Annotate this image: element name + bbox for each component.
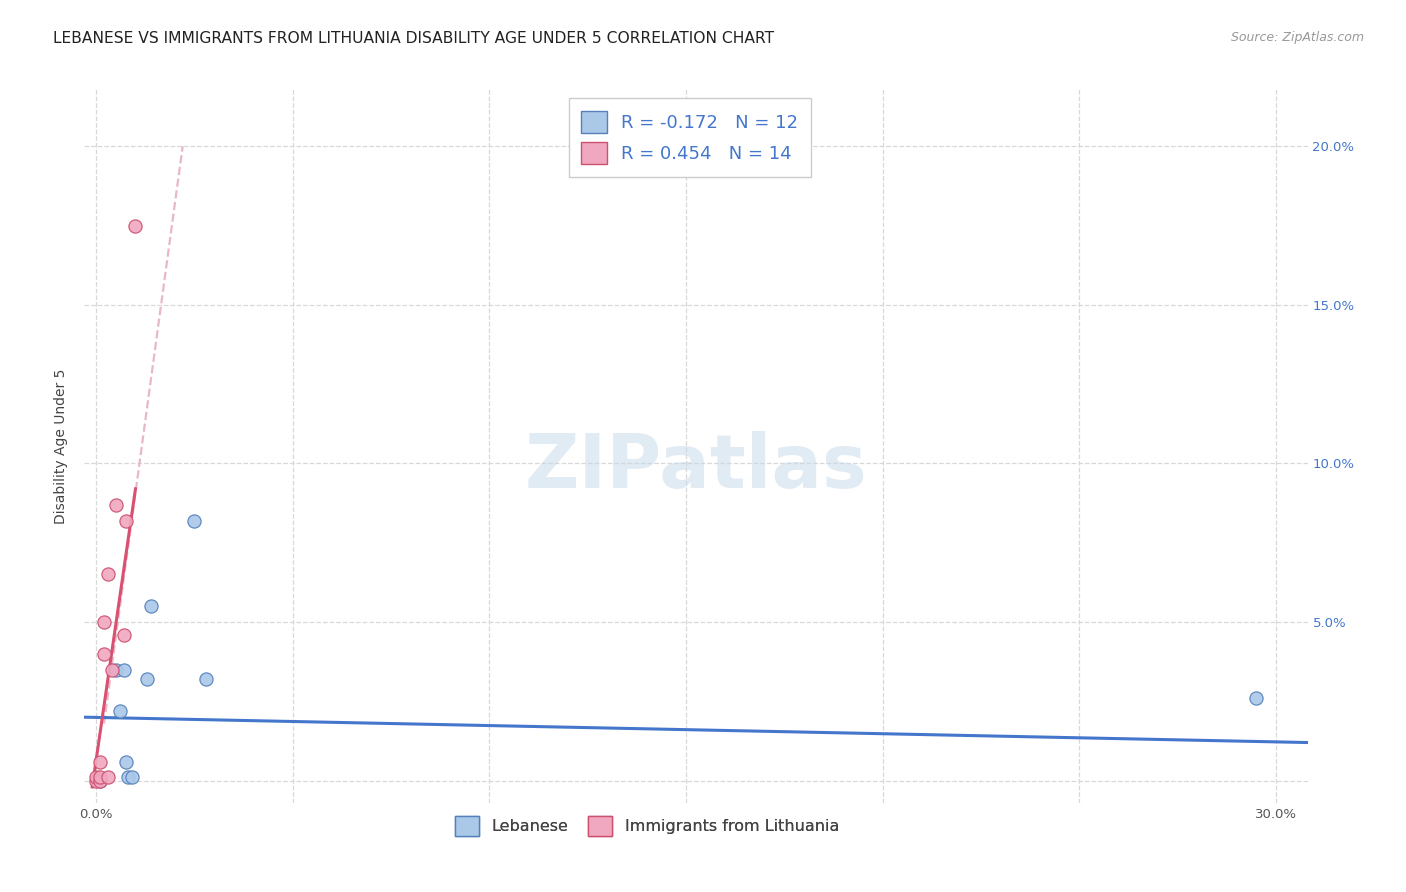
Text: LEBANESE VS IMMIGRANTS FROM LITHUANIA DISABILITY AGE UNDER 5 CORRELATION CHART: LEBANESE VS IMMIGRANTS FROM LITHUANIA DI… xyxy=(53,31,775,46)
Point xyxy=(84,771,107,785)
Point xyxy=(104,498,127,512)
Point xyxy=(112,663,135,677)
Point xyxy=(104,663,127,677)
Point xyxy=(1246,691,1268,706)
Point xyxy=(89,755,111,769)
Point xyxy=(183,514,205,528)
Point xyxy=(97,771,120,785)
Point xyxy=(89,773,111,788)
Point xyxy=(195,672,218,686)
Point xyxy=(89,771,111,785)
Point xyxy=(93,615,115,629)
Point xyxy=(97,567,120,582)
Point xyxy=(89,773,111,788)
Point xyxy=(136,672,159,686)
Point xyxy=(101,663,124,677)
Point xyxy=(114,514,136,528)
Point xyxy=(141,599,163,614)
Point xyxy=(93,647,115,661)
Point xyxy=(121,771,143,785)
Point xyxy=(117,771,139,785)
Point xyxy=(112,628,135,642)
Point xyxy=(124,219,146,233)
Point xyxy=(108,704,131,718)
Text: Source: ZipAtlas.com: Source: ZipAtlas.com xyxy=(1230,31,1364,45)
Text: ZIPatlas: ZIPatlas xyxy=(524,431,868,504)
Y-axis label: Disability Age Under 5: Disability Age Under 5 xyxy=(55,368,69,524)
Legend: Lebanese, Immigrants from Lithuania: Lebanese, Immigrants from Lithuania xyxy=(443,804,852,848)
Point xyxy=(114,755,136,769)
Point xyxy=(84,773,107,788)
